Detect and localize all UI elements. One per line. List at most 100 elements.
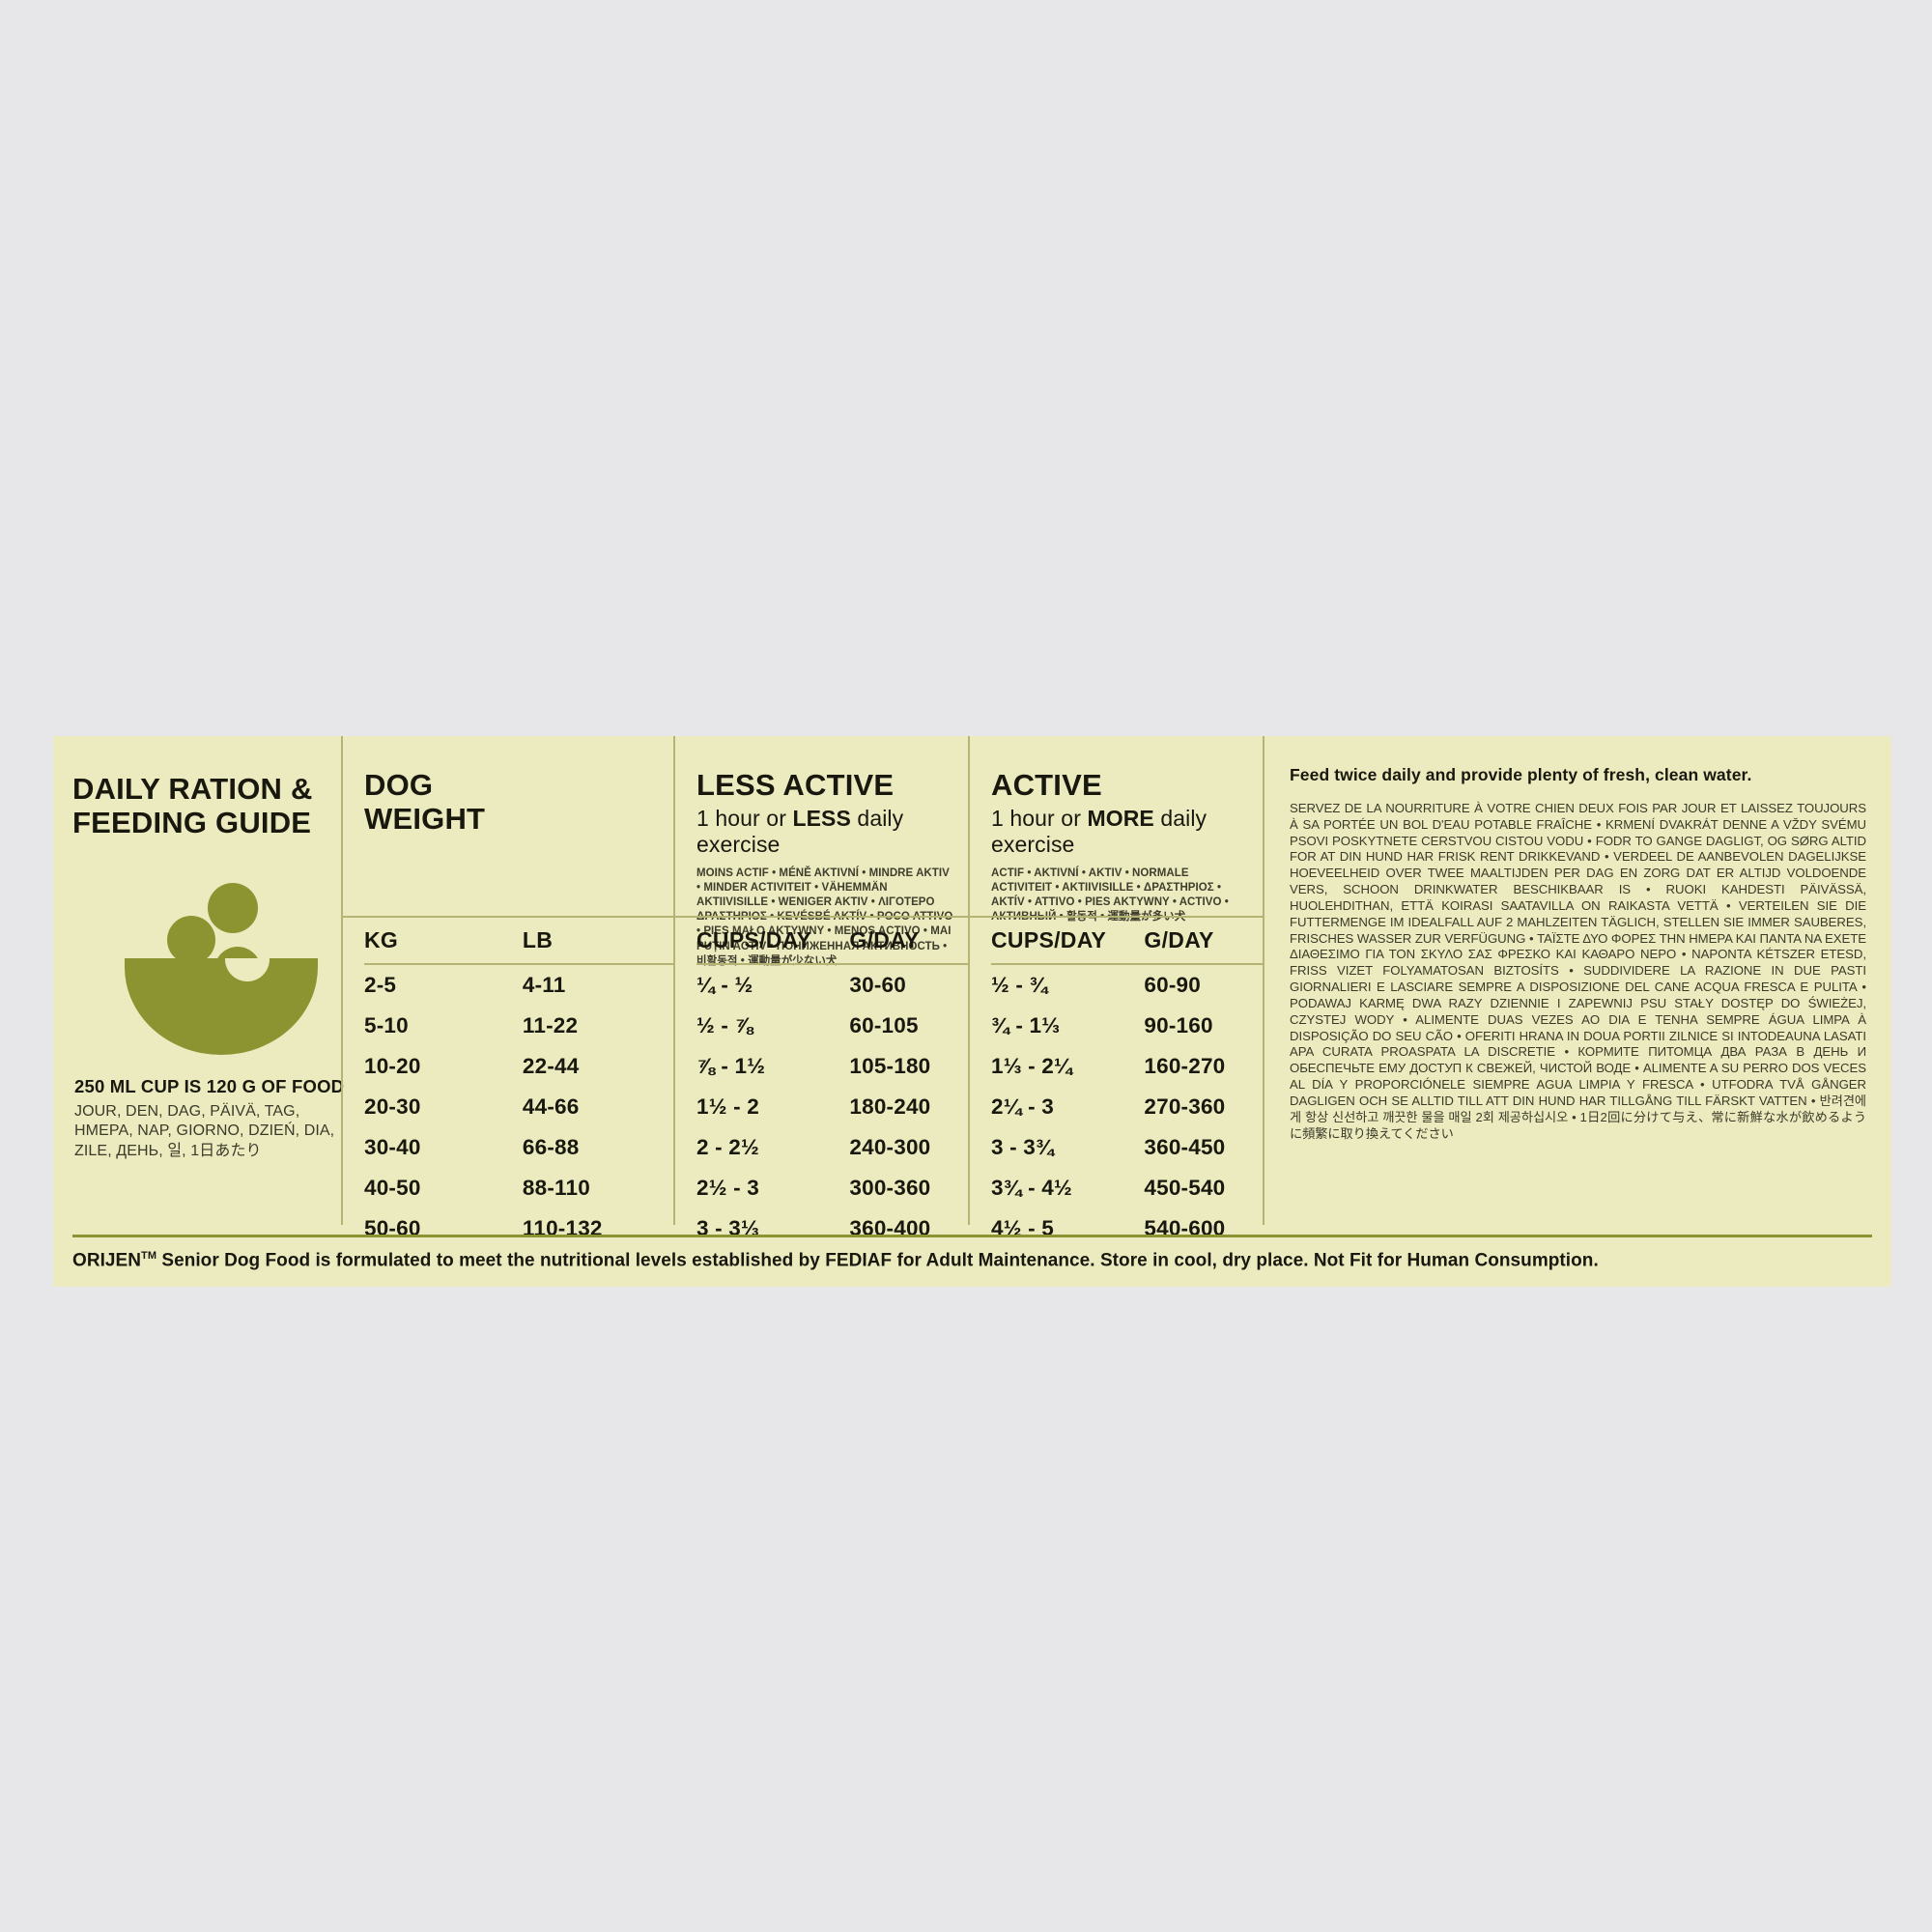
- cell-kg: 30-40: [364, 1135, 421, 1159]
- column-header-lb: LB: [522, 927, 554, 952]
- table-row: 3 - 3⅓ 360-400: [696, 1208, 968, 1249]
- table-row: 2-5 4-11: [364, 965, 673, 1006]
- table-row: ¾ - 1⅓ 90-160: [991, 1006, 1263, 1046]
- feeding-guide-panel: DAILY RATION & FEEDING GUIDE 250 ML CUP …: [53, 736, 1891, 1287]
- table-header-row: CUPS/DAY G/DAY: [991, 918, 1263, 965]
- footer-statement: ORIJENTM Senior Dog Food is formulated t…: [72, 1250, 1872, 1271]
- cell-cups-day: ½ - ¾: [991, 973, 1048, 997]
- cell-cups-day: 2 - 2½: [696, 1135, 759, 1159]
- cell-cups-day: 1½ - 2: [696, 1094, 759, 1119]
- table-row: ½ - ⅞ 60-105: [696, 1006, 968, 1046]
- table-row: 1½ - 2 180-240: [696, 1087, 968, 1127]
- sub-emphasis: LESS: [792, 805, 851, 831]
- sub-emphasis: MORE: [1087, 805, 1154, 831]
- cell-cups-day: ½ - ⅞: [696, 1013, 753, 1037]
- less-active-languages: MOINS ACTIF • MÉNĚ AKTIVNÍ • MINDRE AKTI…: [696, 867, 953, 967]
- feeding-notes-heading: Feed twice daily and provide plenty of f…: [1290, 765, 1752, 784]
- table-header-row: KG LB: [364, 918, 673, 965]
- less-active-header: LESS ACTIVE 1 hour or LESS daily exercis…: [675, 736, 968, 966]
- table-row: 10-20 22-44: [364, 1046, 673, 1087]
- less-active-table: CUPS/DAY G/DAY ¼ - ½ 30-60 ½ - ⅞ 60-105: [675, 916, 968, 1249]
- cell-cups-day: 3 - 3¾: [991, 1135, 1054, 1159]
- cell-g-day: 90-160: [1144, 1013, 1213, 1037]
- cell-g-day: 30-60: [849, 973, 906, 997]
- less-active-subheading: 1 hour or LESS daily exercise: [696, 806, 956, 858]
- cell-g-day: 180-240: [849, 1094, 931, 1119]
- table-row: 40-50 88-110: [364, 1168, 673, 1208]
- column-header-g-day: G/DAY: [849, 927, 920, 952]
- cell-g-day: 160-270: [1144, 1054, 1226, 1078]
- active-table: CUPS/DAY G/DAY ½ - ¾ 60-90 ¾ - 1⅓ 90-160: [970, 916, 1263, 1249]
- sub-suffix: daily exercise: [696, 805, 904, 857]
- footer-statement-text: Senior Dog Food is formulated to meet th…: [156, 1250, 1599, 1271]
- less-active-column: LESS ACTIVE 1 hour or LESS daily exercis…: [673, 736, 968, 1240]
- guide-title-column: DAILY RATION & FEEDING GUIDE 250 ML CUP …: [53, 736, 344, 1225]
- page-title: DAILY RATION & FEEDING GUIDE: [72, 772, 313, 839]
- cell-g-day: 540-600: [1144, 1216, 1226, 1240]
- cell-g-day: 360-400: [849, 1216, 931, 1240]
- active-column: ACTIVE 1 hour or MORE daily exercise ACT…: [968, 736, 1263, 1240]
- panel-columns: DAILY RATION & FEEDING GUIDE 250 ML CUP …: [53, 736, 1891, 1240]
- cell-cups-day: 2¼ - 3: [991, 1094, 1054, 1119]
- cell-g-day: 270-360: [1144, 1094, 1226, 1119]
- table-row: 2 - 2½ 240-300: [696, 1127, 968, 1168]
- cell-cups-day: ¾ - 1⅓: [991, 1013, 1061, 1037]
- cell-cups-day: 3 - 3⅓: [696, 1216, 759, 1240]
- table-header-row: CUPS/DAY G/DAY: [696, 918, 968, 965]
- column-header-g-day: G/DAY: [1144, 927, 1214, 952]
- column-header-kg: KG: [364, 927, 399, 952]
- trademark-symbol: TM: [141, 1250, 157, 1262]
- cell-kg: 5-10: [364, 1013, 409, 1037]
- table-row: 4½ - 5 540-600: [991, 1208, 1263, 1249]
- cell-g-day: 60-90: [1144, 973, 1201, 997]
- cell-cups-day: ⅞ - 1½: [696, 1054, 766, 1078]
- table-row: 1⅓ - 2¼ 160-270: [991, 1046, 1263, 1087]
- column-header-cups-day: CUPS/DAY: [696, 927, 812, 952]
- footer-divider: [72, 1235, 1872, 1237]
- cell-kg: 50-60: [364, 1216, 421, 1240]
- table-row: 3 - 3¾ 360-450: [991, 1127, 1263, 1168]
- cell-g-day: 105-180: [849, 1054, 931, 1078]
- cell-g-day: 360-450: [1144, 1135, 1226, 1159]
- cell-g-day: 60-105: [849, 1013, 919, 1037]
- kibble-icon: [167, 916, 215, 964]
- cell-kg: 10-20: [364, 1054, 421, 1078]
- table-row: 3¾ - 4½ 450-540: [991, 1168, 1263, 1208]
- cell-lb: 88-110: [522, 1176, 590, 1200]
- table-row: 50-60 110-132: [364, 1208, 673, 1249]
- feeding-notes-languages: SERVEZ DE LA NOURRITURE À VOTRE CHIEN DE…: [1290, 801, 1866, 1141]
- cell-lb: 4-11: [522, 973, 566, 997]
- cup-measure-note: 250 ML CUP IS 120 G OF FOOD JOUR, DEN, D…: [74, 1076, 344, 1161]
- bowl-shape: [125, 958, 318, 1055]
- dog-weight-header: DOG WEIGHT: [343, 736, 673, 916]
- cell-lb: 44-66: [522, 1094, 580, 1119]
- table-row: 2¼ - 3 270-360: [991, 1087, 1263, 1127]
- active-subheading: 1 hour or MORE daily exercise: [991, 806, 1251, 858]
- cup-measure-languages: JOUR, DEN, DAG, PÄIVÄ, TAG, HMEPA, NAP, …: [74, 1103, 335, 1159]
- cell-g-day: 450-540: [1144, 1176, 1226, 1200]
- kibble-icon: [208, 883, 258, 933]
- cell-g-day: 240-300: [849, 1135, 931, 1159]
- less-active-heading: LESS ACTIVE: [696, 768, 895, 802]
- dog-weight-column: DOG WEIGHT KG LB 2-5 4-11 5-10: [341, 736, 673, 1240]
- cell-lb: 110-132: [522, 1216, 603, 1240]
- active-heading: ACTIVE: [991, 768, 1102, 802]
- cell-kg: 40-50: [364, 1176, 421, 1200]
- sub-suffix: daily exercise: [991, 805, 1208, 857]
- cell-kg: 2-5: [364, 973, 397, 997]
- dog-weight-table: KG LB 2-5 4-11 5-10 11-22 10-20: [343, 916, 673, 1249]
- column-header-cups-day: CUPS/DAY: [991, 927, 1107, 952]
- cell-lb: 11-22: [522, 1013, 579, 1037]
- table-row: 5-10 11-22: [364, 1006, 673, 1046]
- sub-prefix: 1 hour or: [991, 805, 1088, 831]
- cell-cups-day: 1⅓ - 2¼: [991, 1054, 1072, 1078]
- table-row: 20-30 44-66: [364, 1087, 673, 1127]
- table-row: 2½ - 3 300-360: [696, 1168, 968, 1208]
- brand-name: ORIJEN: [72, 1250, 142, 1271]
- cell-cups-day: 4½ - 5: [991, 1216, 1054, 1240]
- cell-cups-day: 3¾ - 4½: [991, 1176, 1072, 1200]
- cell-cups-day: 2½ - 3: [696, 1176, 759, 1200]
- cell-cups-day: ¼ - ½: [696, 973, 753, 997]
- sub-prefix: 1 hour or: [696, 805, 793, 831]
